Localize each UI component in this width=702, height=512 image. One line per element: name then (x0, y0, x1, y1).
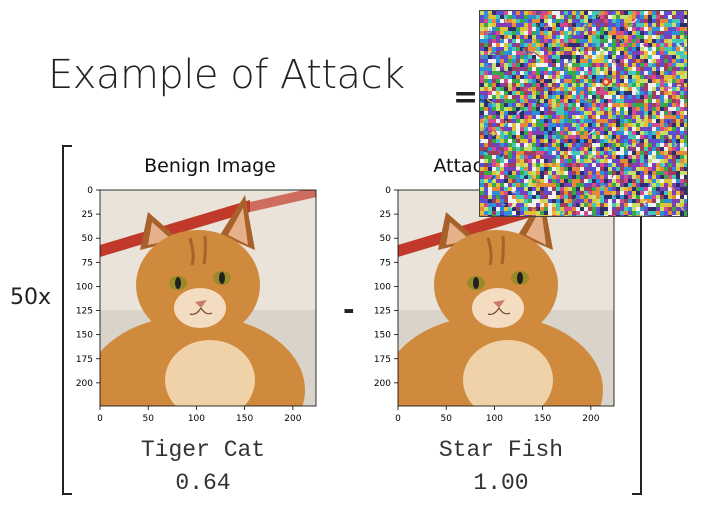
benign-x-tick-label: 50 (142, 414, 154, 424)
benign-y-tick-label: 200 (76, 379, 93, 389)
attacked-label: Star Fish (438, 437, 564, 463)
benign-image-plot: 0 50 100 150 200 0 25 50 75 100 125 150 175 200 (76, 186, 317, 424)
attacked-y-tick-label: 150 (374, 331, 391, 341)
benign-y-tick-label: 150 (76, 331, 93, 341)
attacked-x-tick-label: 50 (440, 414, 452, 424)
attacked-y-tick-label: 75 (380, 258, 391, 268)
attacked-y-tick-label: 100 (374, 282, 391, 292)
multiplier-label: 50x (10, 285, 52, 310)
benign-y-tick-label: 25 (82, 210, 93, 220)
attacked-confidence: 1.00 (473, 470, 529, 496)
attacked-y-tick-label: 25 (380, 210, 391, 220)
attacked-y-tick-label: 175 (374, 355, 391, 365)
minus-sign: - (343, 293, 355, 326)
attacked-cat-photo (398, 190, 614, 406)
left-bracket (62, 145, 72, 495)
benign-label: Tiger Cat (140, 437, 266, 463)
attacked-y-tick-label: 50 (380, 234, 392, 244)
benign-y-tick-label: 75 (82, 258, 93, 268)
benign-y-tick-label: 100 (76, 282, 93, 292)
benign-y-tick-label: 125 (76, 307, 93, 317)
attacked-x-tick-label: 200 (582, 414, 599, 424)
benign-confidence: 0.64 (175, 470, 231, 496)
attacked-y-tick-label: 0 (385, 186, 391, 196)
slide-title: Example of Attack (48, 52, 405, 98)
benign-cat-photo (100, 190, 316, 406)
attacked-x-tick-label: 150 (534, 414, 551, 424)
benign-x-tick-label: 200 (284, 414, 301, 424)
attacked-x-tick-label: 100 (486, 414, 503, 424)
attacked-y-tick-label: 200 (374, 379, 391, 389)
equals-sign: = (453, 80, 479, 115)
attacked-y-tick-label: 125 (374, 307, 391, 317)
benign-y-tick-label: 175 (76, 355, 93, 365)
benign-y-tick-label: 50 (82, 234, 94, 244)
benign-y-tick-label: 0 (87, 186, 93, 196)
benign-x-tick-label: 0 (97, 414, 103, 424)
benign-image-title: Benign Image (144, 155, 276, 177)
benign-x-tick-label: 100 (188, 414, 205, 424)
benign-axes-frame (99, 189, 317, 407)
perturbation-noise-image (479, 10, 688, 217)
attacked-x-tick-label: 0 (395, 414, 401, 424)
benign-x-tick-label: 150 (236, 414, 253, 424)
